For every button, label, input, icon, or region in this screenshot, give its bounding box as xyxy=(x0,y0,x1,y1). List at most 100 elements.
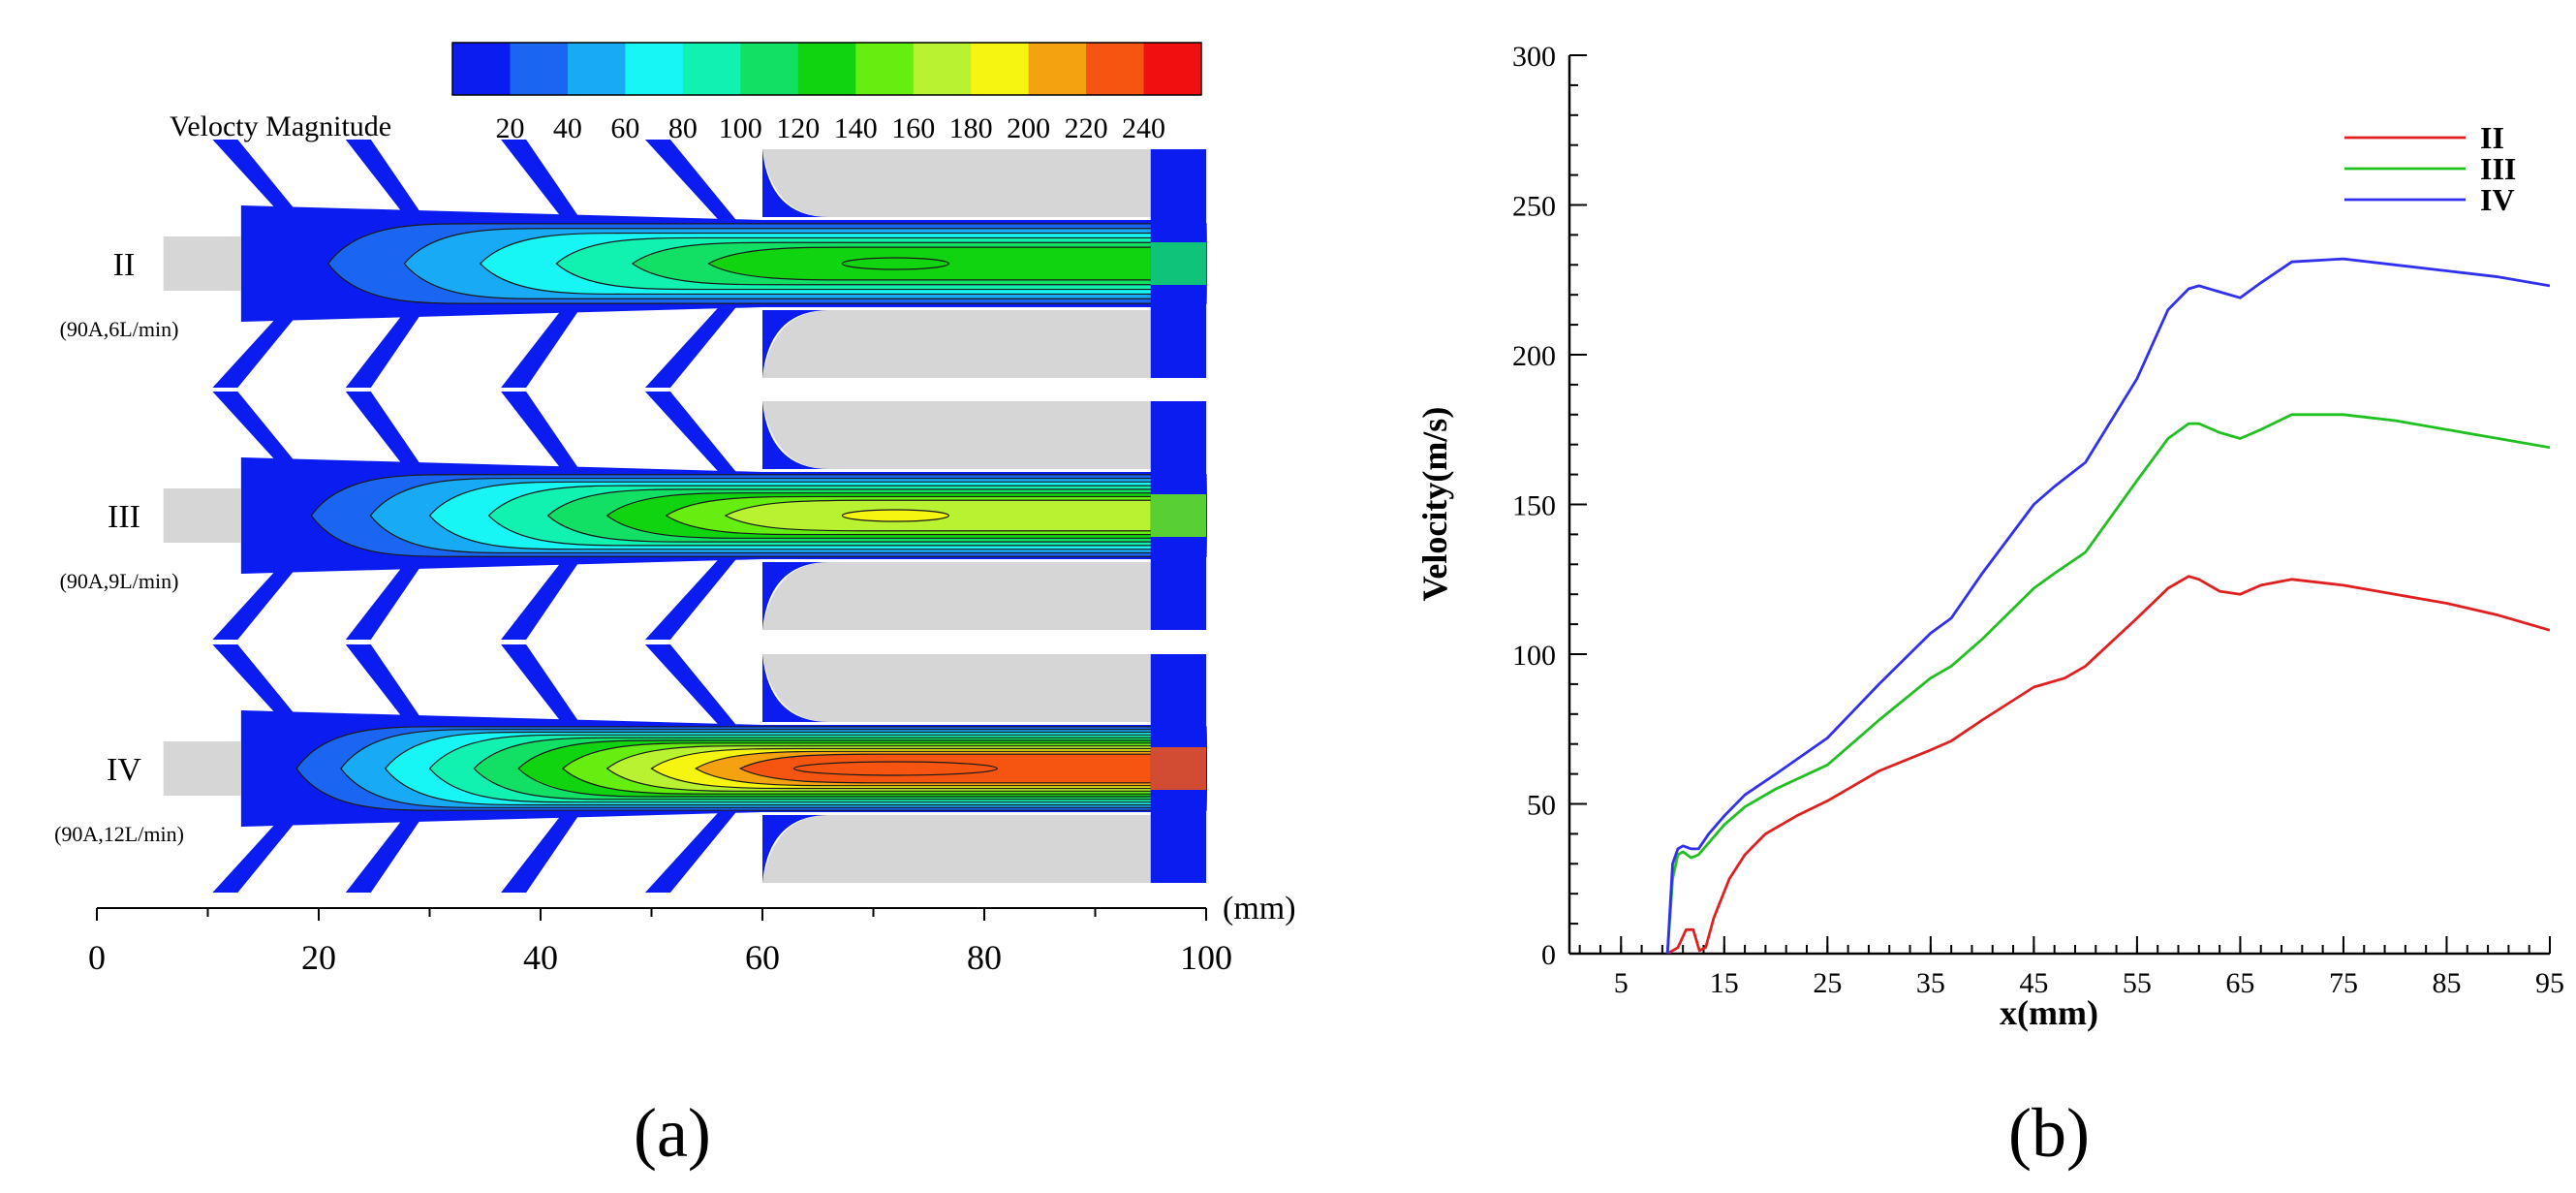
series-line-IV xyxy=(1665,257,2550,954)
nozzle-corner xyxy=(762,310,829,378)
colorbar-tick-label: 160 xyxy=(891,112,935,144)
electrode-fin xyxy=(501,140,582,221)
chart-axes: 0 50 100 150 200 250 300 5 15 25 35 45 55 65 75 85 95 xyxy=(1512,41,2564,999)
colorbar-tick-label: 180 xyxy=(949,112,993,144)
electrode-fin xyxy=(345,811,427,893)
electrode-fin xyxy=(212,644,305,726)
contour-band xyxy=(724,499,1207,532)
nozzle-wall xyxy=(762,310,1151,378)
electrode-fin xyxy=(644,644,737,726)
contour-band xyxy=(707,246,1207,281)
x-tick-label: 95 xyxy=(2535,967,2564,999)
electrode-fin xyxy=(644,811,737,893)
contour-axis-tick-label: 20 xyxy=(301,938,336,977)
colorbar-tick-label: 240 xyxy=(1122,112,1165,144)
legend-label: III xyxy=(2480,151,2516,186)
colorbar-swatch xyxy=(797,43,856,95)
colorbar xyxy=(451,42,1202,96)
electrode-fin xyxy=(501,306,582,388)
nozzle-wall xyxy=(762,654,1151,722)
line-chart-panel: 0 50 100 150 200 250 300 5 15 25 35 45 55 65 75 85 95 II… xyxy=(1415,41,2564,1032)
colorbar-tick-label: 120 xyxy=(776,112,820,144)
nozzle-corner xyxy=(762,562,829,630)
case-name: II xyxy=(113,247,136,283)
electrode-fin xyxy=(345,306,427,388)
colorbar-title: Velocty Magnitude xyxy=(170,110,391,142)
contour-row: II (90A,6L/min) xyxy=(60,140,1207,388)
colorbar-tick-label: 200 xyxy=(1007,112,1050,144)
case-name: IV xyxy=(107,752,141,788)
colorbar-swatch xyxy=(682,43,741,95)
contour-axis-tick-label: 80 xyxy=(967,938,1002,977)
electrode-fin xyxy=(501,558,582,640)
colorbar-swatch xyxy=(1143,43,1202,95)
colorbar-tick-label: 100 xyxy=(719,112,762,144)
contour-panel: Velocty Magnitude 20 40 60 80 100 120 140 160 18… xyxy=(54,42,1296,977)
x-tick-label: 25 xyxy=(1813,967,1842,999)
contour-axis-tick-label: 40 xyxy=(523,938,558,977)
nozzle-wall xyxy=(762,815,1151,883)
colorbar-tick-label: 220 xyxy=(1065,112,1108,144)
exit-core xyxy=(1150,494,1206,537)
x-tick-label: 85 xyxy=(2432,967,2461,999)
electrode-fin xyxy=(212,558,305,640)
nozzle-corner xyxy=(762,654,829,722)
x-tick-label: 65 xyxy=(2225,967,2254,999)
colorbar-swatch xyxy=(1028,43,1087,95)
exit-core xyxy=(1150,747,1206,790)
colorbar-tick-label: 80 xyxy=(668,112,698,144)
electrode-fin xyxy=(644,306,737,388)
electrode-fin xyxy=(501,392,582,473)
contour-row: IV (90A,12L/min) xyxy=(54,644,1207,893)
electrode-fin xyxy=(644,392,737,473)
electrode-fin xyxy=(345,644,427,726)
nozzle-wall xyxy=(762,401,1151,469)
colorbar-frame xyxy=(451,42,1202,96)
series-line-II xyxy=(1666,575,2550,954)
legend-label: IV xyxy=(2480,182,2515,217)
x-tick-label: 45 xyxy=(2019,967,2048,999)
colorbar-tick-label: 60 xyxy=(610,112,639,144)
x-axis-label: x(mm) xyxy=(2000,993,2098,1032)
electrode-fin xyxy=(212,140,305,221)
nozzle-corner xyxy=(762,815,829,883)
velocity-peak xyxy=(841,257,950,270)
x-tick-label: 5 xyxy=(1614,967,1629,999)
contour-axis-ticks: 0 20 40 60 80 100 xyxy=(88,908,1232,977)
case-condition: (90A,6L/min) xyxy=(60,317,179,341)
chart-series xyxy=(1665,257,2550,954)
contour-axis-tick-label: 60 xyxy=(745,938,780,977)
x-tick-label: 75 xyxy=(2329,967,2358,999)
colorbar-tick-label: 140 xyxy=(834,112,878,144)
series-line-III xyxy=(1665,413,2550,954)
contour-axis-tick-label: 100 xyxy=(1180,938,1232,977)
case-name: III xyxy=(108,499,140,535)
electrode-fin xyxy=(501,644,582,726)
x-tick-label: 55 xyxy=(2123,967,2152,999)
colorbar-swatch xyxy=(913,43,972,95)
colorbar-swatch xyxy=(971,43,1030,95)
legend-label: II xyxy=(2480,120,2504,155)
electrode-fin xyxy=(212,306,305,388)
colorbar-swatch xyxy=(855,43,915,95)
electrode-fin xyxy=(345,558,427,640)
colorbar-swatch xyxy=(625,43,684,95)
contour-x-axis: 0 20 40 60 80 100 (mm) xyxy=(88,891,1296,977)
nozzle-wall xyxy=(762,562,1151,630)
velocity-peak xyxy=(792,761,999,776)
colorbar-tick-labels: 20 40 60 80 100 120 140 160 180 200 220 240 xyxy=(495,112,1165,144)
colorbar-tick-label: 40 xyxy=(553,112,582,144)
x-tick-label: 35 xyxy=(1916,967,1945,999)
velocity-peak xyxy=(841,509,950,522)
inlet-stub xyxy=(163,488,241,543)
contour-row: III (90A,9L/min) xyxy=(60,392,1207,640)
nozzle-corner xyxy=(762,149,829,217)
colorbar-swatch xyxy=(510,43,569,95)
y-tick-label: 100 xyxy=(1512,640,1556,672)
panel-b-label: (b) xyxy=(2008,1094,2090,1172)
y-tick-label: 150 xyxy=(1512,490,1556,522)
colorbar-tick-label: 20 xyxy=(495,112,524,144)
y-tick-label: 300 xyxy=(1512,41,1556,73)
